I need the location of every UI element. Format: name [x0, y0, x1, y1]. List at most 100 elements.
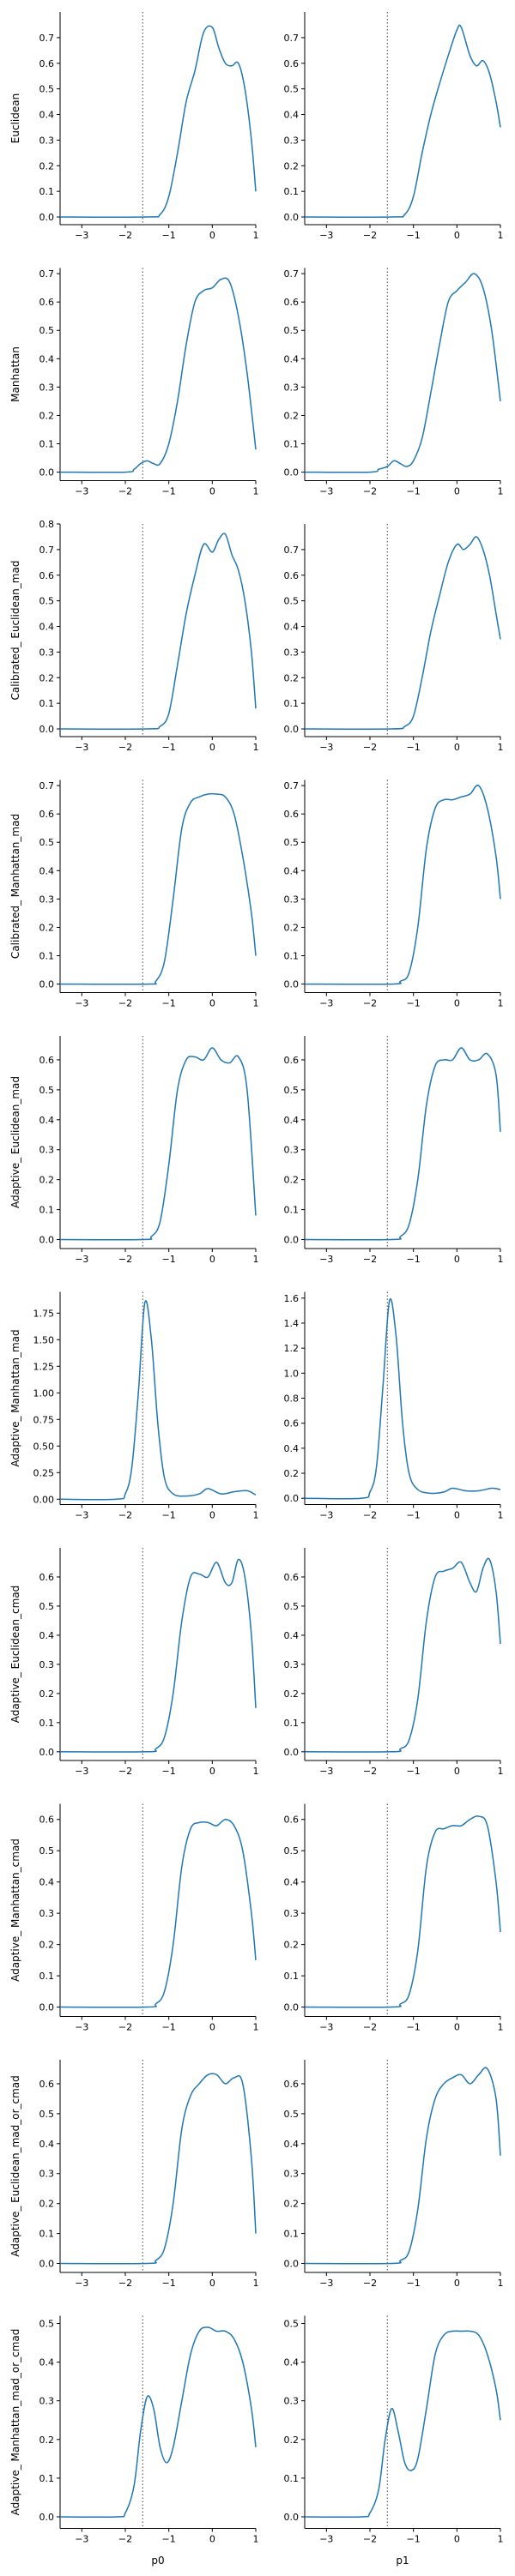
- y-tick-label: 0.2: [284, 160, 300, 172]
- density-line: [59, 25, 257, 219]
- y-tick-label: 0.0: [39, 1235, 55, 1246]
- y-tick-label: 0.6: [284, 2079, 300, 2090]
- density-line: [304, 1047, 501, 1241]
- x-tick-label: 1: [253, 486, 259, 497]
- x-tick-label: −2: [118, 742, 132, 753]
- x-tick-label: −1: [407, 2278, 421, 2289]
- density-line: [59, 1300, 257, 1501]
- y-tick-label: 1.75: [33, 1308, 55, 1319]
- y-tick-label: 0.6: [39, 570, 55, 581]
- y-tick-label: 0.25: [33, 1467, 55, 1478]
- y-tick-label: 0.3: [284, 2396, 300, 2407]
- y-tick-label: 0.7: [284, 268, 300, 280]
- density-line: [304, 24, 501, 219]
- panel-r8-c0: −3 −2 −1 0 1 0.0 0.1 0.2 0.3 0.4 0.5 0.6 Adaptive_ E…: [9, 2060, 259, 2289]
- y-tick-label: 0.3: [39, 1908, 55, 1919]
- y-tick-label: 0.5: [284, 596, 300, 607]
- x-tick-label: 0: [209, 1510, 215, 1521]
- x-tick-label: 1: [253, 998, 259, 1009]
- y-tick-label: 1.4: [284, 1318, 300, 1329]
- x-tick-label: −1: [407, 1254, 421, 1265]
- y-tick-label: 0.6: [284, 570, 300, 581]
- y-tick-label: 0.0: [39, 2259, 55, 2270]
- panel-r0-c1: −3 −2 −1 0 1 0.0 0.1 0.2 0.3 0.4 0.5 0.6 0.7: [284, 12, 504, 241]
- y-tick-label: 0.5: [284, 325, 300, 336]
- x-tick-label: 0: [454, 2278, 460, 2289]
- y-tick-label: 0.2: [284, 2199, 300, 2210]
- y-tick-label: 0.8: [284, 1393, 300, 1405]
- x-tick-label: 0: [454, 486, 460, 497]
- x-tick-label: −2: [363, 1254, 377, 1265]
- x-tick-label: 0: [209, 742, 215, 753]
- x-tick-label: 1: [253, 2278, 259, 2289]
- panel-r5-c0: −3 −2 −1 0 1 0.00 0.25 0.50 0.75 1.00 1.25 1.50 1.75…: [9, 1291, 259, 1521]
- y-tick-label: 1.2: [284, 1343, 300, 1354]
- x-tick-label: −3: [75, 2534, 88, 2545]
- x-tick-label: −3: [319, 486, 333, 497]
- x-tick-label: −2: [118, 998, 132, 1009]
- density-line: [59, 1818, 257, 2008]
- y-tick-label: 0.1: [39, 2473, 55, 2484]
- y-tick-label: 0.3: [39, 647, 55, 658]
- x-tick-label: 0: [454, 742, 460, 753]
- x-tick-label: −1: [162, 486, 176, 497]
- y-tick-label: 0.1: [39, 439, 55, 450]
- y-tick-label: 0.0: [39, 1747, 55, 1758]
- y-tick-label: 0.4: [39, 2139, 55, 2150]
- y-tick-label: 0.5: [39, 837, 55, 848]
- panel-r4-c0: −3 −2 −1 0 1 0.0 0.1 0.2 0.3 0.4 0.5 0.6 Adaptive_ E…: [9, 1036, 259, 1265]
- y-tick-label: 0.4: [39, 622, 55, 633]
- panel-r3-c1: −3 −2 −1 0 1 0.0 0.1 0.2 0.3 0.4 0.5 0.6 0.7: [284, 779, 504, 1009]
- panel-r0-c0: −3 −2 −1 0 1 0.0 0.1 0.2 0.3 0.4 0.5 0.6 0.7 Euclidea…: [9, 12, 259, 241]
- density-line: [304, 1297, 501, 1500]
- x-tick-label: −2: [118, 1766, 132, 1777]
- y-tick-label: 0.3: [39, 894, 55, 905]
- y-tick-label: 0.3: [39, 2169, 55, 2180]
- y-tick-label: 0.1: [284, 2229, 300, 2240]
- y-tick-label: 0.4: [39, 865, 55, 876]
- y-tick-label: 0.4: [284, 1877, 300, 1888]
- x-tick-label: −3: [75, 742, 88, 753]
- y-tick-label: 0.2: [284, 1940, 300, 1951]
- y-tick-label: 0.6: [284, 297, 300, 308]
- y-tick-label: 0.6: [284, 58, 300, 69]
- y-tick-label: 0.4: [284, 622, 300, 633]
- panel-r4-c1: −3 −2 −1 0 1 0.0 0.1 0.2 0.3 0.4 0.5 0.6: [284, 1036, 504, 1265]
- y-tick-label: 0.2: [284, 410, 300, 421]
- y-tick-label: 0.1: [284, 951, 300, 962]
- y-tick-label: 0.2: [39, 1940, 55, 1951]
- y-tick-label: 0.6: [39, 1572, 55, 1583]
- y-tick-label: 0.1: [39, 951, 55, 962]
- y-tick-label: 0.3: [284, 1145, 300, 1156]
- x-tick-label: 0: [454, 2534, 460, 2545]
- x-tick-label: −2: [118, 230, 132, 241]
- x-tick-label: −3: [75, 2022, 88, 2033]
- y-tick-label: 0.0: [39, 212, 55, 223]
- x-tick-label: −3: [75, 1254, 88, 1265]
- y-tick-label: 0.2: [39, 672, 55, 683]
- panel-r9-c1: −3 −2 −1 0 1 0.0 0.1 0.2 0.3 0.4 0.5: [284, 2315, 504, 2545]
- panel-r8-c1: −3 −2 −1 0 1 0.0 0.1 0.2 0.3 0.4 0.5 0.6: [284, 2060, 504, 2289]
- x-tick-label: −2: [118, 1510, 132, 1521]
- x-tick-label: −1: [407, 998, 421, 1009]
- density-line: [59, 2073, 257, 2265]
- y-tick-label: 0.2: [284, 2435, 300, 2446]
- x-tick-label: −3: [319, 2022, 333, 2033]
- x-tick-label: −1: [162, 2534, 176, 2545]
- x-tick-label: −2: [118, 2022, 132, 2033]
- y-tick-label: 0.5: [284, 837, 300, 848]
- y-tick-label: 0.4: [284, 865, 300, 876]
- y-tick-label: 0.3: [284, 2169, 300, 2180]
- x-tick-label: 1: [498, 1766, 504, 1777]
- y-tick-label: 0.3: [284, 1908, 300, 1919]
- x-tick-label: 0: [454, 2022, 460, 2033]
- panel-r2-c1: −3 −2 −1 0 1 0.0 0.1 0.2 0.3 0.4 0.5 0.6 0.7: [284, 524, 504, 753]
- density-line: [304, 1815, 501, 2008]
- y-tick-label: 0.5: [284, 2109, 300, 2120]
- y-tick-label: 1.6: [284, 1293, 300, 1304]
- y-tick-label: 0.0: [284, 979, 300, 990]
- y-tick-label: 0.6: [39, 2079, 55, 2090]
- x-tick-label: 0: [209, 486, 215, 497]
- density-line: [59, 277, 257, 473]
- y-tick-label: 0.2: [284, 1688, 300, 1700]
